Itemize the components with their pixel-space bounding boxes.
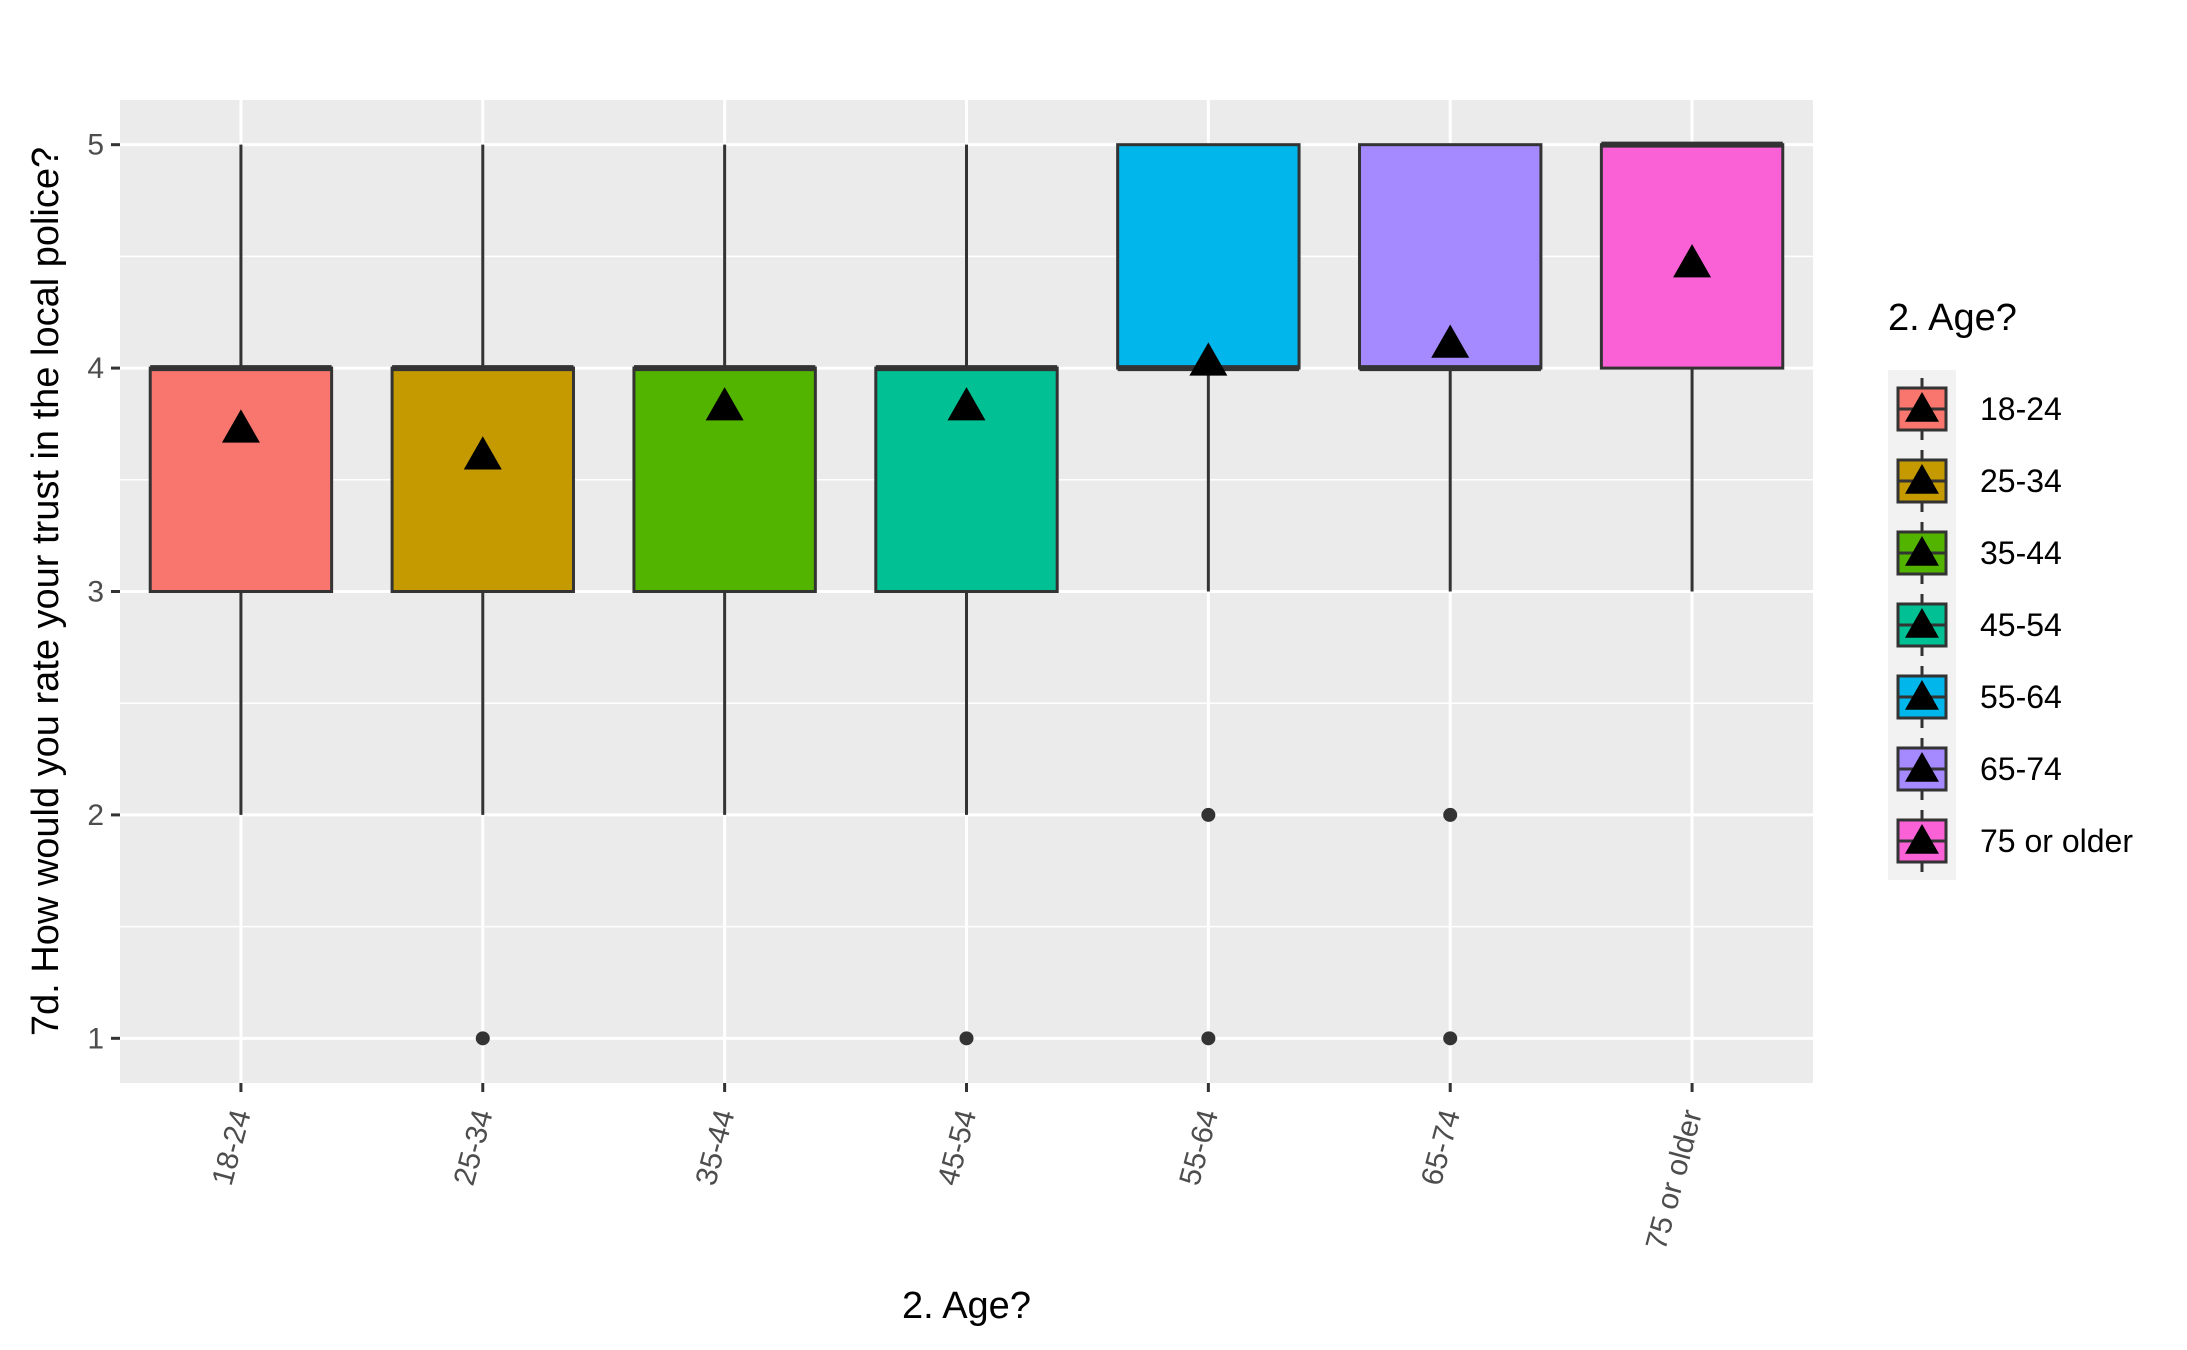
outlier-point [959, 1031, 974, 1046]
legend-item-45-54: 45-54 [1896, 594, 2062, 656]
legend-key-mean-marker [1905, 680, 1939, 710]
outlier-point [1443, 807, 1458, 822]
x-tick-label: 18-24 [206, 1106, 258, 1189]
legend-key-mean-marker [1905, 824, 1939, 854]
mean-marker [1189, 342, 1228, 376]
y-tick-label: 5 [87, 129, 104, 162]
y-tick-label: 2 [87, 799, 104, 832]
legend-label: 45-54 [1980, 607, 2062, 643]
outlier-point [1443, 1031, 1458, 1046]
legend-label: 65-74 [1980, 751, 2062, 787]
x-tick-label: 25-34 [448, 1106, 500, 1189]
legend-key-mean-marker [1905, 608, 1939, 638]
legend-label: 75 or older [1980, 823, 2133, 859]
mean-marker [221, 409, 260, 443]
legend-key-mean-marker [1905, 464, 1939, 494]
x-tick-label: 45-54 [932, 1106, 984, 1189]
box-45-54 [874, 144, 1059, 1046]
outlier-point [475, 1031, 490, 1046]
legend-item-35-44: 35-44 [1896, 522, 2062, 584]
legend-item-55-64: 55-64 [1896, 666, 2062, 728]
legend-label: 55-64 [1980, 679, 2062, 715]
legend-item-18-24: 18-24 [1896, 378, 2062, 440]
legend-key-mean-marker [1905, 536, 1939, 566]
y-axis-title: 7d. How would you rate your trust in the… [25, 147, 67, 1036]
x-axis-title: 2. Age? [902, 1285, 1031, 1327]
x-tick-label: 65-74 [1415, 1106, 1467, 1189]
mean-marker [947, 387, 986, 421]
legend-key-mean-marker [1905, 752, 1939, 782]
box-iqr [1116, 143, 1301, 370]
legend-label: 35-44 [1980, 535, 2062, 571]
box-iqr [148, 366, 334, 593]
legend-item-25-34: 25-34 [1896, 450, 2062, 512]
box-65-74 [1358, 143, 1543, 1046]
legend-key-mean-marker [1905, 392, 1939, 422]
box-75 or older [1599, 141, 1785, 592]
legend-title: 2. Age? [1888, 297, 2017, 339]
y-tick-label: 1 [87, 1022, 104, 1055]
legend-item-75 or older: 75 or older [1896, 810, 2133, 872]
outlier-point [1201, 1031, 1216, 1046]
y-tick-label: 4 [87, 352, 104, 385]
box-25-34 [390, 144, 575, 1046]
legend-label: 18-24 [1980, 391, 2062, 427]
box-18-24 [148, 144, 334, 815]
x-tick-label: 35-44 [690, 1106, 742, 1189]
x-tick-label: 75 or older [1640, 1106, 1709, 1253]
box-35-44 [632, 144, 817, 815]
x-tick-label: 55-64 [1173, 1106, 1225, 1189]
mean-marker [1673, 244, 1712, 278]
legend-item-65-74: 65-74 [1896, 738, 2062, 800]
legend-label: 25-34 [1980, 463, 2062, 499]
mean-marker [1431, 324, 1470, 358]
y-tick-label: 3 [87, 576, 104, 609]
box-55-64 [1116, 143, 1301, 1046]
outlier-point [1201, 807, 1216, 822]
box-iqr [390, 366, 575, 593]
mean-marker [705, 387, 744, 421]
mean-marker [463, 436, 502, 470]
